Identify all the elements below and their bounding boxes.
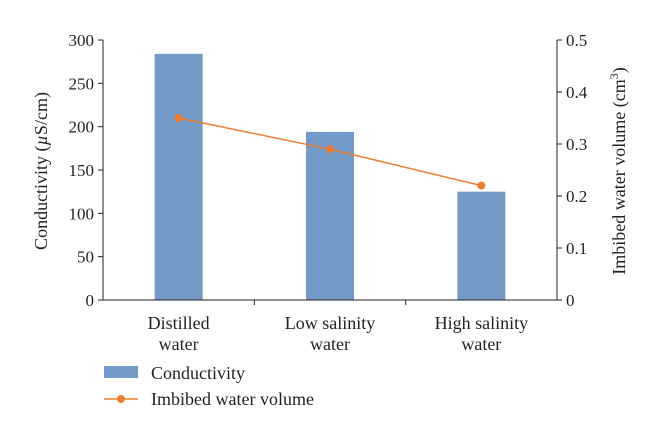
y-tick-right-label-1: 0.1 [566,239,587,258]
point-imbibed-2 [477,181,486,190]
x-tick-label-1: Low salinity water [285,313,376,354]
bar-conductivity-1 [306,131,354,300]
y-tick-right-label-3: 0.3 [566,135,587,154]
y-tick-left-label-3: 150 [69,161,95,180]
y-tick-left-label-1: 50 [77,248,94,267]
y-tick-left-label-0: 0 [86,291,95,310]
y-tick-right-label-5: 0.5 [566,31,587,50]
y-tick-left-label-6: 300 [69,31,95,50]
legend: Conductivity Imbibed water volume [104,363,314,409]
y-tick-right-label-2: 0.2 [566,187,587,206]
bar-conductivity-0 [154,53,203,300]
x-tick-label-2: High salinity water [435,313,529,354]
point-imbibed-1 [326,145,334,154]
legend-marker-imbibed [117,395,125,403]
x-tick-label-0: Distilled water [148,313,210,354]
bar-conductivity-2 [457,191,506,300]
y-tick-right-label-0: 0 [566,291,575,310]
plot-area: 0 50 100 150 200 250 300 0 0.1 0.2 0.3 0.4 0.5 Distil… [69,31,588,354]
y-tick-left-label-2: 100 [69,204,95,223]
legend-swatch-conductivity [104,366,138,378]
y-tick-left-label-4: 200 [69,118,95,137]
y-axis-title-right: Imbibed water volume (cm3) [607,67,630,274]
y-axis-title-left: Conductivity (µS/cm) [31,92,52,250]
legend-label-conductivity: Conductivity [151,363,245,383]
point-imbibed-0 [174,114,183,122]
legend-label-imbibed: Imbibed water volume [151,389,314,409]
y-tick-left-label-5: 250 [69,74,95,93]
y-tick-right-label-4: 0.4 [566,83,588,102]
